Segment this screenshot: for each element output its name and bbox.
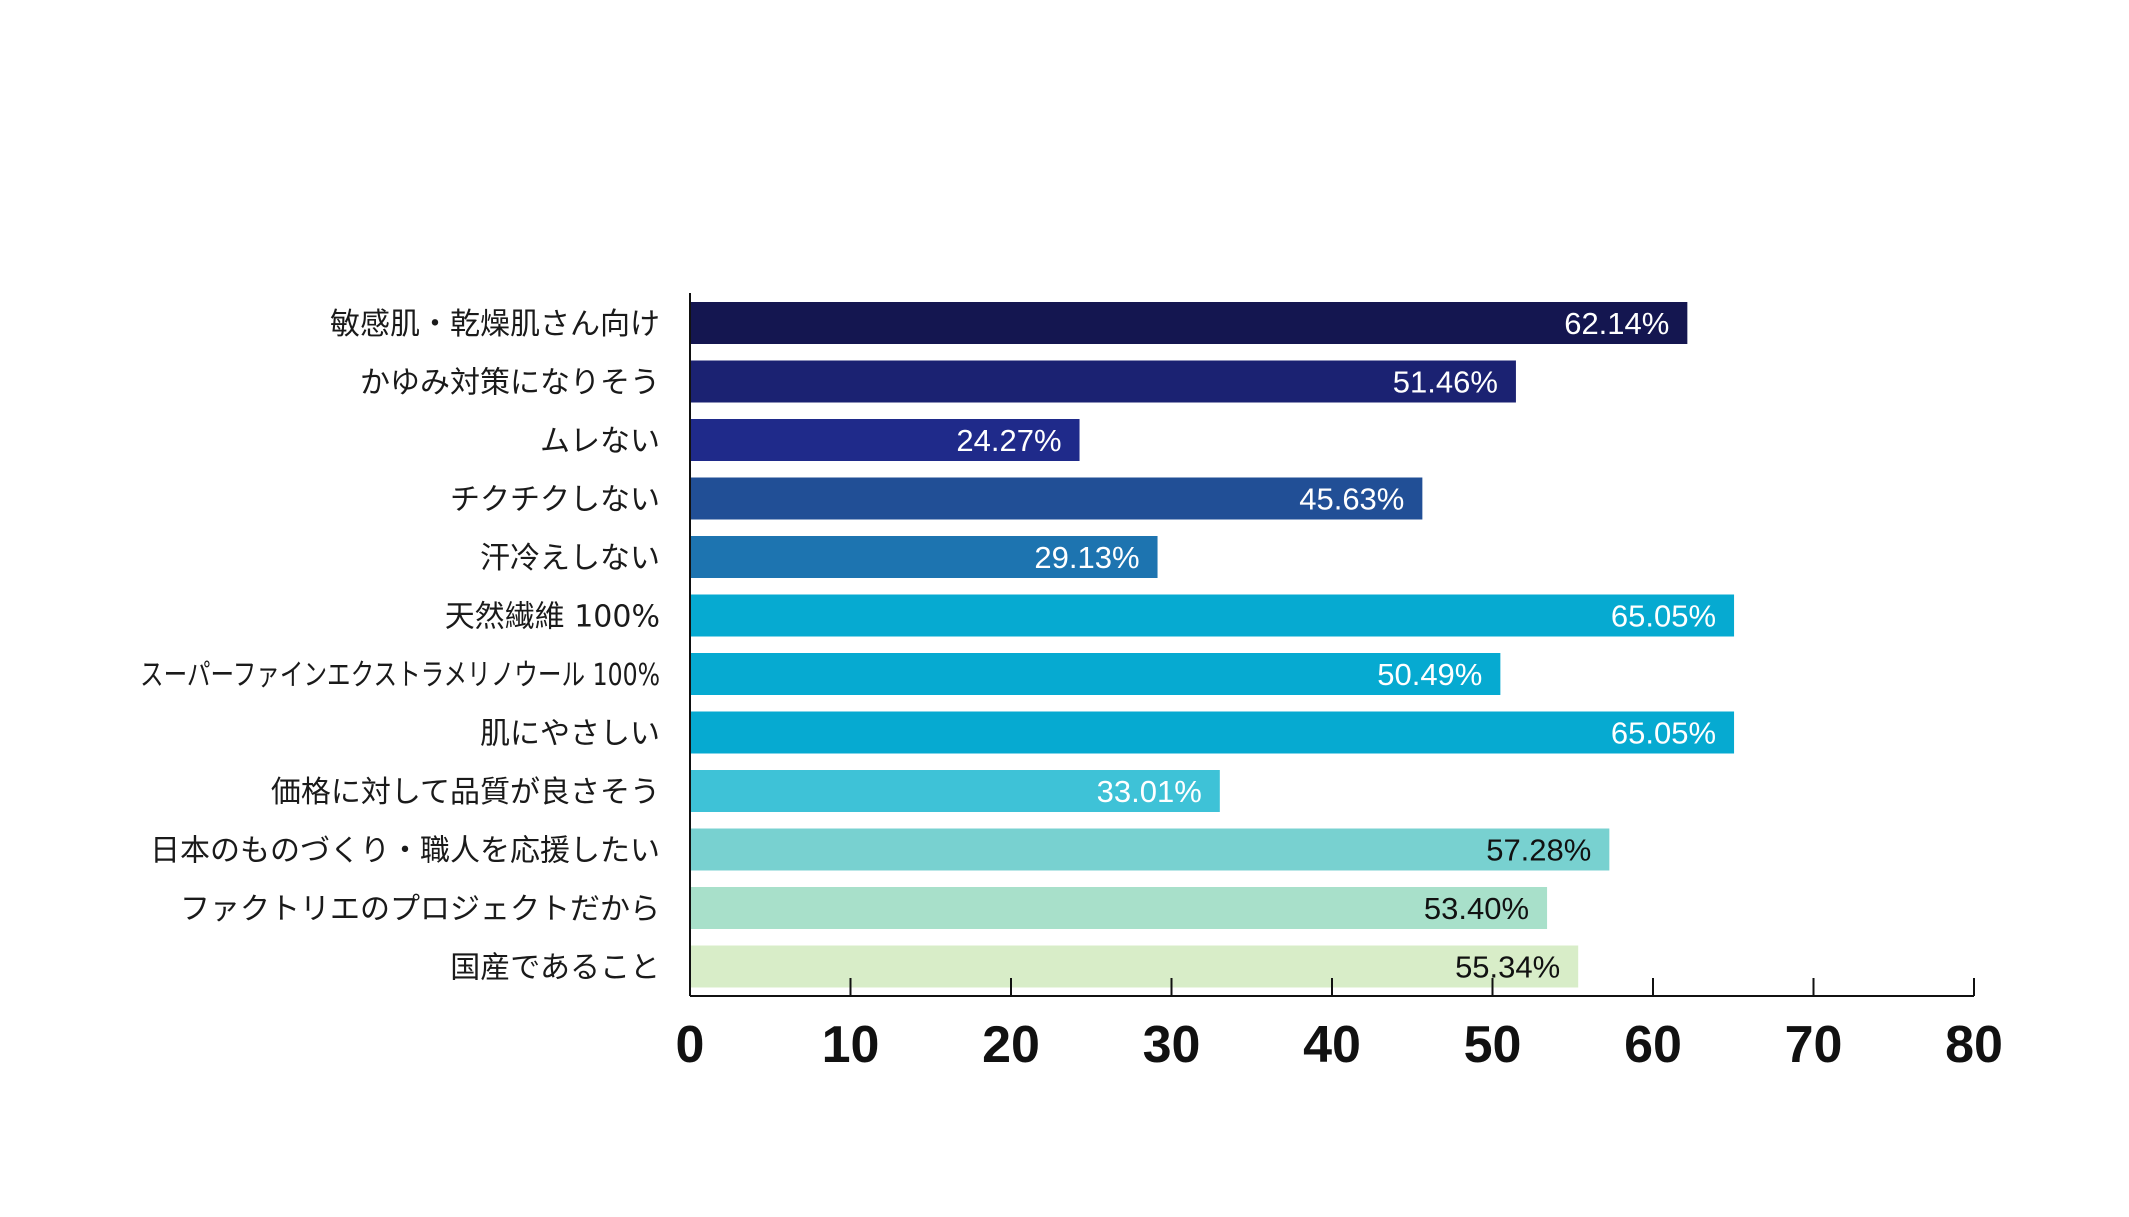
category-label: ムレない <box>540 424 660 459</box>
category-label: 価格に対して品質が良さそう <box>271 775 660 810</box>
bar-value-label: 57.28% <box>1486 833 1591 868</box>
bar <box>690 536 1158 578</box>
x-tick-label: 40 <box>1303 1016 1361 1074</box>
x-tick-label: 50 <box>1464 1016 1522 1074</box>
bar-value-label: 50.49% <box>1377 657 1482 692</box>
category-label: 日本のものづくり・職人を応援したい <box>150 834 660 869</box>
bar-value-label: 62.14% <box>1564 306 1669 341</box>
bar-value-label: 45.63% <box>1299 482 1404 517</box>
x-axis-ticks-group: 0 10 20 30 40 50 60 70 80 <box>676 978 2003 1074</box>
category-labels-group: 敏感肌・乾燥肌さん向けかゆみ対策になりそうムレないチクチクしない汗冷えしない天然… <box>140 307 660 986</box>
x-tick-label: 80 <box>1945 1016 2003 1074</box>
x-tick-label: 70 <box>1785 1016 1843 1074</box>
category-label: かゆみ対策になりそう <box>360 366 660 401</box>
bar-value-label: 53.40% <box>1424 891 1529 926</box>
category-label: 汗冷えしない <box>480 541 660 576</box>
bar-value-label: 24.27% <box>956 423 1061 458</box>
category-label: 敏感肌・乾燥肌さん向け <box>330 307 660 342</box>
bar-value-label: 65.05% <box>1611 716 1716 751</box>
bar-value-label: 33.01% <box>1097 774 1202 809</box>
bar-value-label: 65.05% <box>1611 599 1716 634</box>
bar-value-label: 55.34% <box>1455 950 1560 985</box>
bar <box>690 477 1423 520</box>
bar-value-label: 29.13% <box>1034 540 1139 575</box>
category-label: スーパーファインエクストラメリノウール 100% <box>140 658 660 693</box>
category-label: 肌にやさしい <box>480 717 660 752</box>
x-tick-label: 20 <box>982 1016 1040 1074</box>
category-label: ファクトリエのプロジェクトだから <box>180 892 660 927</box>
bar <box>690 653 1501 695</box>
bar <box>690 828 1610 871</box>
bar-value-label: 51.46% <box>1393 365 1498 400</box>
bar <box>690 945 1579 988</box>
category-label: チクチクしない <box>450 483 660 518</box>
bars-group <box>690 302 1735 988</box>
bar <box>690 887 1548 929</box>
bar <box>690 711 1735 754</box>
bar <box>690 594 1735 637</box>
bar <box>690 360 1516 403</box>
bar <box>690 302 1688 344</box>
bar <box>690 419 1080 461</box>
category-label: 国産であること <box>450 951 660 986</box>
value-labels-group: 62.14% 51.46% 24.27% 45.63% 29.13% 65.05% 50.4… <box>956 306 1716 985</box>
x-tick-label: 10 <box>822 1016 880 1074</box>
bar <box>690 770 1220 812</box>
category-label: 天然繊維 100% <box>445 600 660 635</box>
x-tick-label: 30 <box>1143 1016 1201 1074</box>
x-tick-label: 0 <box>676 1016 705 1074</box>
x-tick-label: 60 <box>1624 1016 1682 1074</box>
